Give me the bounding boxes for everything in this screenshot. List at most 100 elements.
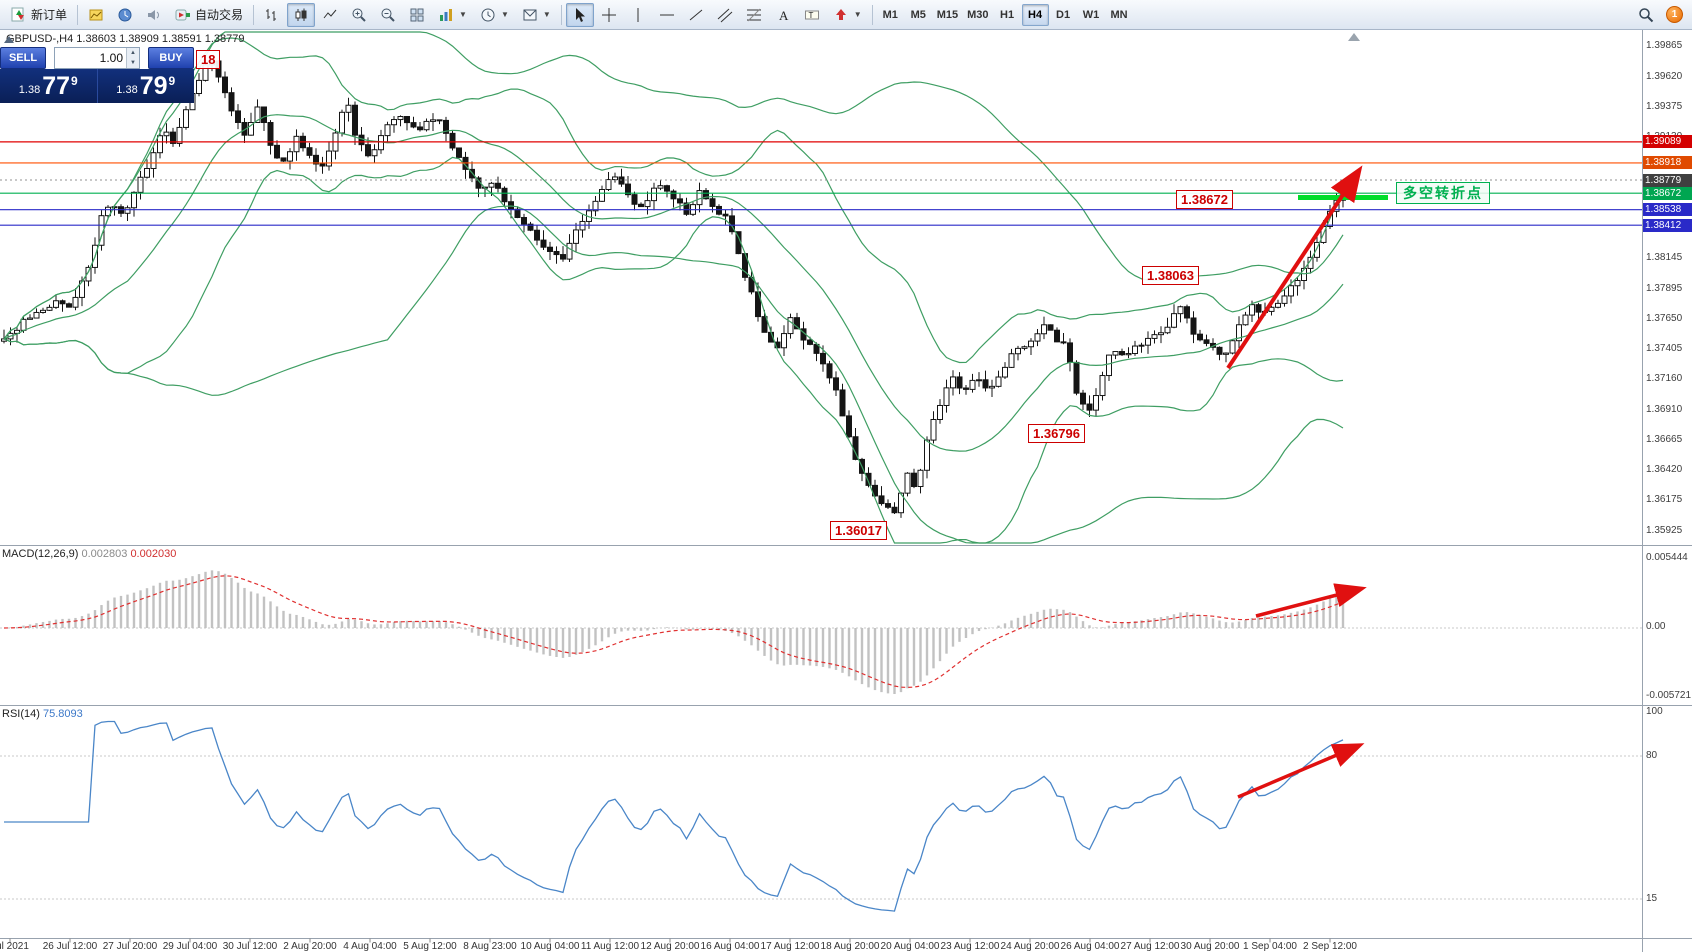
svg-text:T: T	[808, 11, 813, 20]
toolbar-separator	[560, 4, 562, 25]
trend-arrow	[1237, 743, 1365, 799]
channel-tool-button[interactable]	[711, 3, 739, 27]
indicators-button[interactable]: ▼	[432, 3, 473, 27]
ohlc-bars-icon	[266, 8, 277, 21]
toolbar-right-group: 1	[1632, 3, 1687, 27]
periods-button[interactable]: ▼	[474, 3, 515, 27]
market-watch-icon	[118, 8, 132, 21]
alerts-button[interactable]	[140, 3, 168, 27]
tile-windows-button[interactable]	[403, 3, 431, 27]
volume-stepper[interactable]: ▲ ▼	[126, 48, 139, 68]
main-toolbar: 新订单 自动交易	[0, 0, 1692, 30]
timeframe-m15[interactable]: M15	[936, 8, 959, 21]
bid-ask-display: 1.38 77 9 1.38 79 9	[0, 69, 194, 103]
new-order-button[interactable]: 新订单	[5, 3, 73, 27]
zoom-in-button[interactable]	[345, 3, 373, 27]
horizontal-line-icon	[659, 14, 674, 15]
line-chart-icon	[323, 9, 337, 18]
timeframe-m5[interactable]: M5	[910, 8, 926, 21]
indicators-icon	[440, 8, 453, 21]
toolbar-separator	[253, 4, 255, 25]
candlestick-icon	[295, 8, 307, 21]
fibonacci-tool-button[interactable]	[740, 3, 768, 27]
notification-badge[interactable]: 1	[1666, 6, 1683, 23]
buy-button[interactable]: BUY	[148, 47, 194, 69]
trendline-icon	[689, 9, 703, 20]
timeframe-d1[interactable]: D1	[1056, 8, 1071, 21]
sell-button[interactable]: SELL	[0, 47, 46, 69]
templates-button[interactable]: ▼	[516, 3, 557, 27]
text-label-icon: T	[804, 10, 819, 20]
toolbar-separator	[871, 4, 873, 25]
arrows-tool-button[interactable]: ▼	[827, 3, 868, 27]
chevron-down-icon: ▼	[459, 10, 467, 19]
text-icon: A	[779, 8, 789, 23]
price-divider	[96, 69, 98, 103]
cursor-tool-button[interactable]	[565, 2, 594, 27]
buy-price-pipette: 9	[168, 74, 176, 88]
candlestick-chart-button[interactable]	[287, 2, 316, 27]
trend-arrow	[1255, 583, 1367, 618]
buy-price-prefix: 1.38	[116, 83, 138, 96]
search-button[interactable]	[1632, 3, 1660, 27]
timeframe-m30[interactable]: M30	[967, 8, 989, 21]
speaker-icon	[148, 9, 160, 20]
candles	[1, 59, 1346, 518]
market-watch-button[interactable]	[111, 3, 139, 27]
toolbar-separator	[77, 4, 79, 25]
auto-trading-label: 自动交易	[195, 8, 244, 22]
timeframe-mn[interactable]: MN	[1110, 8, 1128, 21]
chart-window-button[interactable]	[82, 3, 110, 27]
zoom-in-icon	[352, 8, 366, 22]
timeframe-h1[interactable]: H1	[1000, 8, 1015, 21]
clock-icon	[481, 8, 495, 21]
text-tool-button[interactable]: A	[769, 3, 797, 27]
bar-chart-button[interactable]	[258, 3, 286, 27]
stepper-down-icon[interactable]: ▼	[127, 58, 139, 68]
macd-histogram	[9, 570, 1345, 694]
sell-price-big: 77	[42, 72, 71, 100]
auto-trading-icon	[175, 9, 191, 20]
volume-field[interactable]: 1.00 ▲ ▼	[54, 47, 140, 69]
buy-price[interactable]: 1.38 79 9	[98, 69, 195, 103]
fibonacci-icon	[746, 8, 761, 21]
arrow-up-icon	[835, 8, 846, 20]
new-order-label: 新订单	[31, 8, 68, 22]
horizontal-line-tool-button[interactable]	[653, 3, 681, 27]
text-label-tool-button[interactable]: T	[798, 3, 826, 27]
stepper-up-icon[interactable]: ▲	[127, 48, 139, 58]
vertical-line-tool-button[interactable]	[624, 3, 652, 27]
auto-trading-button[interactable]: 自动交易	[169, 3, 249, 27]
timeframe-m1[interactable]: M1	[882, 8, 898, 21]
trend-arrow	[1226, 165, 1363, 370]
timeframe-h4[interactable]: H4	[1021, 3, 1049, 26]
timeframe-group: M1 M5 M15 M30 H1 H4 D1 W1 MN	[877, 3, 1133, 26]
crosshair-tool-button[interactable]	[595, 3, 623, 27]
new-order-icon	[11, 7, 24, 21]
chevron-down-icon: ▼	[500, 10, 509, 19]
trendline-tool-button[interactable]	[682, 3, 710, 27]
channel-icon	[717, 8, 733, 22]
macd-signal-line	[3, 575, 1344, 689]
sell-price-pipette: 9	[71, 74, 78, 88]
vertical-line-icon	[637, 7, 639, 22]
sell-price[interactable]: 1.38 77 9	[0, 69, 97, 103]
timeframe-w1[interactable]: W1	[1082, 8, 1100, 21]
rsi-line	[4, 720, 1344, 912]
one-click-trading-panel: SELL 1.00 ▲ ▼ BUY 1.38 77 9 1.38 79 9	[0, 47, 194, 103]
buy-price-big: 79	[139, 72, 168, 100]
volume-value[interactable]: 1.00	[99, 51, 123, 65]
crosshair-icon	[601, 7, 616, 22]
search-icon	[1639, 7, 1654, 22]
line-chart-button[interactable]	[316, 3, 344, 27]
template-icon	[523, 9, 537, 20]
tile-windows-icon	[410, 8, 424, 21]
zoom-out-icon	[381, 8, 395, 22]
zoom-out-button[interactable]	[374, 3, 402, 27]
chevron-down-icon: ▼	[542, 10, 551, 19]
chevron-down-icon: ▼	[853, 10, 862, 19]
chart-window-icon	[89, 9, 103, 20]
svg-text:A: A	[779, 8, 789, 23]
